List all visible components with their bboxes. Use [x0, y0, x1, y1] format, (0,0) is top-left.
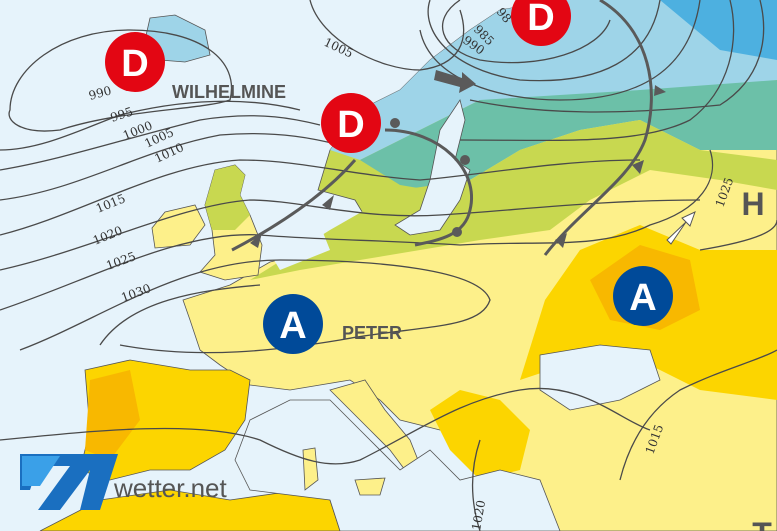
low-name: WILHELMINE — [172, 82, 286, 102]
minor-low-marker: T — [752, 516, 772, 531]
svg-text:A: A — [629, 277, 656, 319]
wetter-net-logo: wetter.net — [20, 454, 228, 510]
weather-fronts — [231, 0, 696, 256]
sardinia — [302, 447, 319, 491]
cold-front-west — [231, 159, 357, 252]
seas — [234, 99, 661, 531]
mediterranean — [234, 399, 561, 531]
front-semicircle — [390, 118, 400, 128]
svg-text:D: D — [337, 104, 364, 146]
low-pressure-marker: D — [321, 93, 381, 153]
front-triangle — [632, 160, 644, 174]
isobar-label: 995 — [109, 104, 135, 124]
high-name: PETER — [342, 323, 402, 343]
front-triangle — [555, 233, 567, 248]
isobar-label: 990 — [87, 83, 113, 102]
front-triangle — [250, 233, 262, 248]
iberia-hot — [85, 370, 140, 460]
balkan-hot — [430, 390, 530, 480]
movement-arrow — [434, 70, 476, 93]
mild-band — [250, 120, 777, 280]
logo-text: wetter.net — [113, 473, 228, 503]
high-pressure-marker: A — [613, 266, 673, 326]
occluded-front — [384, 128, 473, 247]
svg-text:D: D — [121, 43, 148, 85]
great-britain-north — [205, 165, 250, 230]
ireland — [151, 204, 206, 249]
front-triangle — [654, 85, 666, 96]
low-pressure-marker: D — [511, 0, 571, 46]
sicily — [354, 477, 386, 496]
low-pressure-marker: D — [105, 32, 165, 92]
front-triangle — [322, 195, 334, 210]
black-sea — [539, 344, 661, 411]
minor-high-marker: H — [741, 186, 764, 222]
svg-text:A: A — [279, 305, 306, 347]
isobar-label: 1020 — [469, 499, 488, 531]
high-pressure-marker: A — [263, 294, 323, 354]
front-semicircle — [452, 227, 462, 237]
baltic-sea — [394, 99, 471, 236]
warm-air-arrow-icon — [666, 211, 696, 245]
front-semicircle — [460, 155, 470, 165]
cold-core — [660, 0, 777, 60]
cold-front-east — [543, 0, 653, 256]
svg-text:D: D — [527, 0, 554, 39]
